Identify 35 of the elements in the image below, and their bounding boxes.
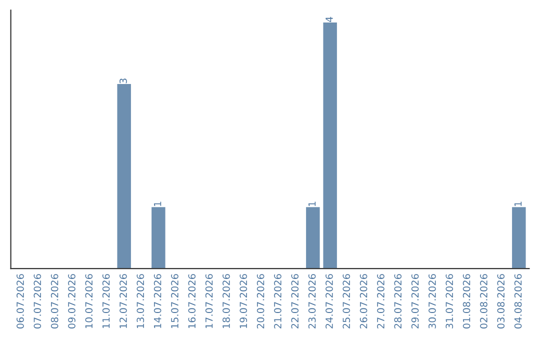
data-label: 1 xyxy=(154,202,162,206)
x-tick-label: 13.07.2026 xyxy=(136,274,144,328)
x-tick-label: 03.08.2026 xyxy=(497,274,505,328)
x-tick-label: 12.07.2026 xyxy=(120,274,127,328)
data-label: 4 xyxy=(326,16,333,22)
data-label: 1 xyxy=(514,202,522,206)
x-tick-label: 17.07.2026 xyxy=(205,274,213,328)
x-tick-label: 19.07.2026 xyxy=(240,274,248,328)
x-tick-label: 14.07.2026 xyxy=(154,274,162,328)
x-tick-label: 30.07.2026 xyxy=(428,274,436,328)
x-tick-label: 28.07.2026 xyxy=(394,274,402,328)
x-tick-label: 25.07.2026 xyxy=(342,274,350,328)
x-tick-label: 01.08.2026 xyxy=(462,274,470,328)
x-tick-label: 06.07.2026 xyxy=(16,274,24,328)
x-tick-label: 29.07.2026 xyxy=(411,274,419,328)
data-label: 3 xyxy=(120,78,127,84)
x-tick-label: 02.08.2026 xyxy=(480,274,488,328)
x-tick-label: 11.07.2026 xyxy=(102,274,110,328)
x-tick-label: 08.07.2026 xyxy=(50,274,58,328)
x-tick-label: 22.07.2026 xyxy=(291,274,299,328)
x-tick-label: 20.07.2026 xyxy=(256,274,264,328)
x-tick-label: 24.07.2026 xyxy=(326,274,333,328)
x-tick-label: 21.07.2026 xyxy=(274,274,282,328)
x-tick-label: 07.07.2026 xyxy=(34,274,42,328)
x-tick-label: 10.07.2026 xyxy=(85,274,93,328)
x-tick-label: 18.07.2026 xyxy=(222,274,230,328)
x-tick-label: 31.07.2026 xyxy=(446,274,454,328)
x-tick-label: 23.07.2026 xyxy=(308,274,316,328)
x-tick-label: 09.07.2026 xyxy=(68,274,76,328)
x-tick-label: 04.08.2026 xyxy=(514,274,522,328)
x-tick-label: 26.07.2026 xyxy=(360,274,368,328)
data-label: 1 xyxy=(308,202,316,206)
x-tick-label: 27.07.2026 xyxy=(377,274,384,328)
x-tick-label: 16.07.2026 xyxy=(188,274,196,328)
x-tick-label: 15.07.2026 xyxy=(171,274,178,328)
